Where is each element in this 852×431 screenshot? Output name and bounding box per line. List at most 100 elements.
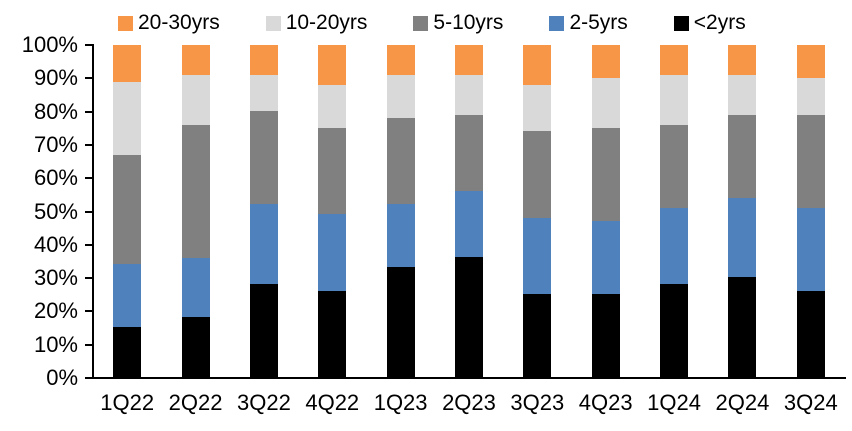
- bar-segment-2yrs-1q24: [660, 284, 689, 377]
- y-axis-tick-mark: [85, 210, 92, 213]
- y-axis-tick-label: 100%: [21, 32, 78, 57]
- y-axis-tick-label: 60%: [33, 165, 78, 191]
- x-axis-labels: 1Q22 2Q22 3Q22 4Q22 1Q23 2Q23 3Q23 4Q23 1Q24 2Q24…: [93, 391, 845, 415]
- y-axis-tick-mark: [85, 243, 92, 246]
- stacked-bar-4q22: [318, 45, 347, 377]
- bar-segment-2yrs-3q23: [523, 294, 552, 377]
- bar-segment-2yrs-3q24: [796, 290, 825, 377]
- bar-segment-2-5yrs-2q24: [728, 197, 757, 278]
- y-axis-tick-mark: [85, 310, 92, 313]
- y-axis-tick-mark: [85, 343, 92, 346]
- legend-item-5-10yrs: 5-10yrs: [413, 11, 503, 35]
- bar-segment-20-30yrs-1q22: [113, 45, 142, 82]
- bar-segment-20-30yrs-1q24: [660, 45, 689, 75]
- bar-segment-2yrs-2q23: [454, 257, 483, 377]
- y-axis-tick-label: 20%: [33, 298, 78, 324]
- bar-segment-2-5yrs-3q24: [796, 207, 825, 291]
- bar-slot-2q23: [435, 45, 503, 377]
- x-axis-tick-label: 3Q22: [236, 390, 291, 415]
- bar-segment-2yrs-2q24: [728, 277, 757, 377]
- legend-swatch-icon-2-5yrs: [549, 15, 565, 31]
- y-axis-tick-label: 80%: [33, 98, 78, 124]
- x-axis-tick-label: 3Q24: [783, 390, 838, 415]
- y-axis-tick-label: 10%: [33, 331, 78, 357]
- stacked-bar-2q22: [181, 45, 210, 377]
- legend-item-20-30yrs: 20-30yrs: [118, 11, 220, 35]
- bar-segment-10-20yrs-3q24: [796, 78, 825, 115]
- y-axis-tick-label: 90%: [33, 65, 78, 91]
- bar-segment-5-10yrs-1q24: [660, 124, 689, 208]
- legend-item-2yrs: <2yrs: [673, 11, 746, 35]
- bar-segment-20-30yrs-3q24: [796, 45, 825, 79]
- bar-slot-2q22: [161, 45, 229, 377]
- y-axis-tick-mark: [85, 277, 92, 280]
- bar-segment-2yrs-2q22: [181, 317, 210, 377]
- x-axis-tick-label: 2Q24: [715, 390, 770, 415]
- bar-segment-5-10yrs-2q22: [181, 124, 210, 258]
- legend-item-10-20yrs: 10-20yrs: [265, 11, 367, 35]
- legend-label: 5-10yrs: [433, 11, 504, 34]
- bar-segment-10-20yrs-3q22: [249, 74, 278, 112]
- bar-segment-2-5yrs-1q24: [660, 207, 689, 285]
- bar-segment-2yrs-4q22: [318, 290, 347, 377]
- bar-segment-5-10yrs-4q22: [318, 128, 347, 215]
- bar-slot-1q24: [640, 45, 708, 377]
- stacked-bar-3q22: [249, 45, 278, 377]
- x-axis-tick-label: 1Q23: [373, 390, 428, 415]
- bar-segment-2-5yrs-3q23: [523, 217, 552, 294]
- bar-segment-20-30yrs-2q24: [728, 45, 757, 75]
- bar-segment-2-5yrs-4q22: [318, 214, 347, 291]
- stacked-bar-3q23: [523, 45, 552, 377]
- bar-segment-20-30yrs-3q22: [249, 45, 278, 75]
- bar-slot-1q22: [93, 45, 161, 377]
- legend-item-2-5yrs: 2-5yrs: [549, 11, 628, 35]
- y-axis-labels: 100% 90% 80% 70% 60% 50% 40% 30% 20% 10% 0%: [0, 34, 80, 389]
- bar-segment-20-30yrs-4q22: [318, 45, 347, 85]
- bar-segment-5-10yrs-3q23: [523, 131, 552, 218]
- bar-segment-2-5yrs-1q22: [113, 264, 142, 328]
- bar-slot-4q23: [572, 45, 640, 377]
- stacked-bar-2q23: [454, 45, 483, 377]
- stacked-bar-1q23: [386, 45, 415, 377]
- bar-segment-10-20yrs-1q24: [660, 74, 689, 125]
- bar-segment-2yrs-1q22: [113, 327, 142, 377]
- x-axis-line: [92, 377, 846, 379]
- bar-segment-5-10yrs-3q22: [249, 111, 278, 205]
- y-axis-tick-label: 70%: [33, 131, 78, 157]
- bar-segment-2-5yrs-1q23: [386, 204, 415, 268]
- bar-segment-20-30yrs-4q23: [591, 45, 620, 79]
- bar-segment-10-20yrs-4q22: [318, 84, 347, 129]
- plot-area: [93, 45, 845, 377]
- y-axis-tick-label: 50%: [33, 198, 78, 224]
- bar-slot-1q23: [366, 45, 434, 377]
- legend-label: 2-5yrs: [569, 11, 628, 34]
- bar-segment-10-20yrs-3q23: [523, 84, 552, 132]
- y-axis-tick-mark: [85, 177, 92, 180]
- bar-segment-2-5yrs-2q23: [454, 191, 483, 258]
- bar-segment-20-30yrs-2q22: [181, 45, 210, 75]
- y-axis-tick-mark: [85, 110, 92, 113]
- x-axis-tick-label: 1Q22: [100, 390, 155, 415]
- legend: 20-30yrs 10-20yrs 5-10yrs 2-5yrs <2yrs: [118, 11, 746, 35]
- bar-segment-5-10yrs-4q23: [591, 128, 620, 221]
- bar-slot-4q22: [298, 45, 366, 377]
- x-axis-tick-label: 1Q24: [647, 390, 701, 415]
- legend-swatch-icon-20-30yrs: [118, 15, 133, 31]
- bar-segment-20-30yrs-3q23: [523, 45, 552, 85]
- y-axis-tick-mark: [85, 377, 92, 379]
- y-axis-tick-label: 30%: [33, 265, 78, 291]
- y-axis-tick-mark: [85, 143, 92, 146]
- legend-label: 20-30yrs: [138, 11, 220, 34]
- x-axis-tick-label: 4Q23: [578, 390, 633, 415]
- legend-swatch-icon-2yrs: [673, 15, 689, 31]
- bar-segment-5-10yrs-2q23: [454, 114, 483, 192]
- bar-segment-10-20yrs-1q23: [386, 74, 415, 119]
- bar-segment-2-5yrs-4q23: [591, 220, 620, 294]
- bar-segment-5-10yrs-1q22: [113, 154, 142, 265]
- bar-segment-2-5yrs-3q22: [249, 204, 278, 285]
- bar-slot-3q23: [503, 45, 571, 377]
- bar-segment-20-30yrs-1q23: [386, 45, 415, 75]
- legend-swatch-icon-10-20yrs: [265, 15, 281, 31]
- bar-segment-10-20yrs-2q24: [728, 74, 757, 115]
